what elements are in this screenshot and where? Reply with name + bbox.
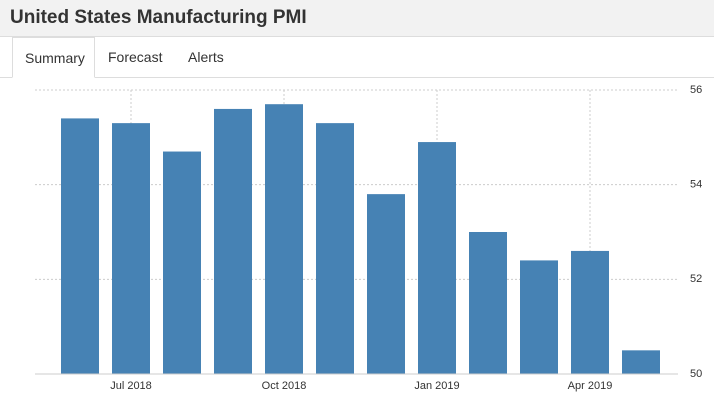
y-tick-label: 50 bbox=[690, 368, 702, 380]
tab[interactable]: Forecast bbox=[108, 49, 163, 65]
tab-bar: Summary Forecast Alerts bbox=[0, 37, 714, 78]
bar bbox=[469, 232, 507, 374]
y-tick-label: 56 bbox=[690, 84, 702, 96]
bar bbox=[622, 350, 660, 374]
y-tick-label: 52 bbox=[690, 273, 702, 285]
x-tick-label: Jul 2018 bbox=[110, 380, 152, 392]
x-tick-label: Oct 2018 bbox=[262, 380, 307, 392]
chart: 50 52 54 56 Jul 2018 Oct 2018 Jan 2019 Apr 2019 bbox=[35, 84, 702, 392]
header: United States Manufacturing PMI bbox=[0, 0, 714, 37]
page-title: United States Manufacturing PMI bbox=[10, 7, 307, 28]
bar bbox=[418, 142, 456, 374]
tab[interactable]: Alerts bbox=[188, 49, 224, 65]
y-tick-label: 54 bbox=[690, 179, 702, 191]
bar bbox=[571, 250, 609, 374]
bar bbox=[316, 123, 354, 374]
bar bbox=[265, 104, 303, 374]
bar bbox=[367, 194, 405, 374]
x-tick-label: Jan 2019 bbox=[414, 380, 459, 392]
bar bbox=[163, 151, 201, 374]
bar bbox=[112, 123, 150, 374]
bar bbox=[61, 118, 99, 375]
bar bbox=[520, 260, 558, 374]
x-tick-label: Apr 2019 bbox=[568, 380, 613, 392]
tab[interactable]: Summary bbox=[12, 37, 95, 78]
bar bbox=[214, 108, 252, 374]
